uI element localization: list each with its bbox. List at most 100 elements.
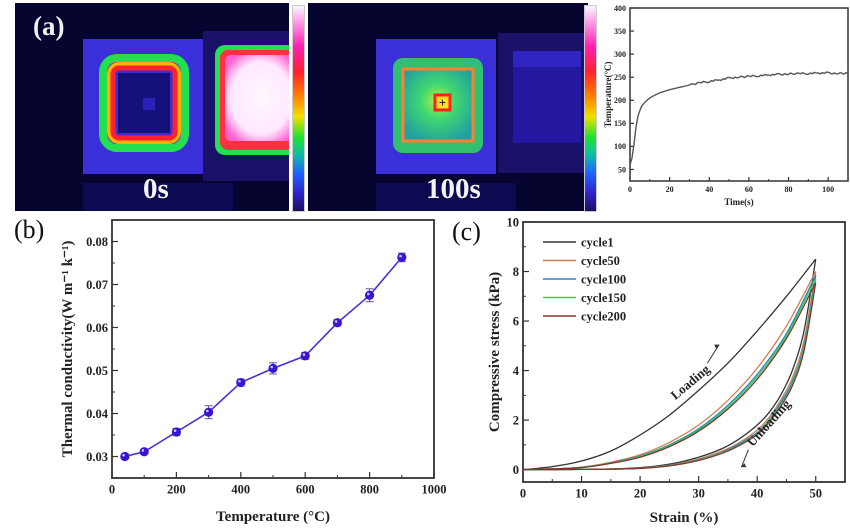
unloading-curve-cycle50 xyxy=(522,271,817,471)
y-tick-label: 0.04 xyxy=(86,407,109,421)
plot-frame xyxy=(629,7,849,182)
x-tick-label: 80 xyxy=(785,185,793,194)
data-point-highlight xyxy=(270,365,274,369)
hot-spot xyxy=(433,93,452,112)
data-point xyxy=(268,363,278,373)
y-axis-label: Compressive stress (kPa) xyxy=(487,272,503,432)
x-tick-label: 1000 xyxy=(422,483,447,497)
annotation-unloading: Unloading xyxy=(744,396,794,449)
thermal-conductivity-chart: 0 200 400 600 800 1000 0.03 0.04 0.05 0.06 0.07 0.0… xyxy=(60,219,447,525)
y-tick-label: 4 xyxy=(513,364,520,378)
x-tick-label: 40 xyxy=(751,487,764,501)
unloading-curve-cycle200 xyxy=(522,282,817,471)
y-tick-label: 0.05 xyxy=(86,364,108,378)
y-axis-label: Temperature(°C) xyxy=(603,61,613,127)
y-tick-label: 0.08 xyxy=(86,235,108,249)
y-tick-label: 300 xyxy=(614,50,626,59)
thermal-image-0s: (a) 0s xyxy=(15,3,307,211)
y-tick-label: 150 xyxy=(614,119,626,128)
data-point-highlight xyxy=(122,453,125,457)
data-point-highlight xyxy=(141,449,145,452)
x-axis-label: Strain (%) xyxy=(650,510,719,526)
loading-curve-cycle150 xyxy=(522,278,817,471)
loading-curve-cycle1 xyxy=(522,258,817,471)
temperature-time-chart: 0 20 40 60 80 100 50 100 150 200 250 300 350 400 Time(… xyxy=(603,4,849,207)
loading-arrow xyxy=(706,344,720,364)
data-point xyxy=(365,290,375,300)
x-tick-label: 0 xyxy=(628,185,632,194)
data-point-highlight xyxy=(302,353,306,356)
y-tick-label: 6 xyxy=(513,314,519,328)
x-tick-label: 40 xyxy=(705,185,713,194)
data-point-highlight xyxy=(367,292,370,296)
x-axis-label: Time(s) xyxy=(724,197,753,207)
y-tick-label: 350 xyxy=(614,27,626,36)
loading-curve-cycle200 xyxy=(522,282,817,471)
x-tick-label: 20 xyxy=(666,185,674,194)
plot-frame xyxy=(111,219,435,479)
data-point-highlight xyxy=(334,320,338,323)
temperature-line xyxy=(629,71,849,166)
loading-arrow-head xyxy=(714,344,720,349)
x-tick-label: 600 xyxy=(296,483,315,497)
panel-b-label: (b) xyxy=(14,215,45,244)
y-tick-label: 10 xyxy=(507,215,520,229)
plot-frame xyxy=(522,221,846,483)
x-tick-label: 60 xyxy=(745,185,753,194)
y-tick-label: 0.06 xyxy=(86,321,108,335)
loading-curve-cycle100 xyxy=(522,274,817,471)
y-tick-label: 400 xyxy=(614,4,626,13)
x-tick-label: 200 xyxy=(167,483,186,497)
legend-label-cycle150: cycle150 xyxy=(581,291,626,305)
x-tick-label: 100 xyxy=(822,185,834,194)
y-tick-label: 250 xyxy=(614,73,626,82)
data-point-highlight xyxy=(206,409,209,413)
legend-label-cycle1: cycle1 xyxy=(581,236,614,250)
y-tick-label: 0.03 xyxy=(86,450,108,464)
y-tick-label: 0 xyxy=(513,463,519,477)
x-tick-label: 20 xyxy=(634,487,647,501)
time-label-100s: 100s xyxy=(426,173,481,205)
x-tick-label: 30 xyxy=(692,487,705,501)
data-point xyxy=(236,377,246,388)
x-tick-label: 10 xyxy=(575,487,588,501)
y-tick-label: 2 xyxy=(513,413,519,427)
heater-hot-zone xyxy=(225,55,297,141)
unloading-curve-cycle1 xyxy=(522,258,817,471)
unloading-arrow-head xyxy=(741,463,747,468)
y-tick-label: 50 xyxy=(618,165,626,174)
data-point-highlight xyxy=(173,429,177,432)
x-axis-label: Temperature (°C) xyxy=(216,509,330,525)
heat-ring-outer xyxy=(99,54,189,152)
loading-curve-cycle50 xyxy=(522,271,817,471)
legend-label-cycle200: cycle200 xyxy=(581,310,626,324)
y-tick-label: 0.07 xyxy=(86,278,108,292)
colorbar-2 xyxy=(584,5,597,212)
y-tick-label: 200 xyxy=(614,96,626,105)
unloading-curve-cycle100 xyxy=(522,275,817,471)
data-point xyxy=(332,318,342,328)
x-tick-label: 0 xyxy=(520,487,526,501)
y-axis-label: Thermal conductivity(W m⁻¹ k⁻¹) xyxy=(60,241,76,458)
legend-label-cycle100: cycle100 xyxy=(581,273,626,287)
panel-c-label: (c) xyxy=(452,217,481,246)
panel-a-label: (a) xyxy=(33,11,65,41)
y-tick-label: 8 xyxy=(513,265,519,279)
x-tick-label: 800 xyxy=(360,483,379,497)
thermal-image-100s: + 100s xyxy=(308,3,588,211)
data-point-highlight xyxy=(399,254,402,258)
unloading-curve-cycle150 xyxy=(522,278,817,471)
data-point xyxy=(171,427,181,437)
x-tick-label: 50 xyxy=(809,487,822,501)
data-point xyxy=(120,451,130,462)
data-point xyxy=(300,351,310,361)
thermal-image-100s-graphic: + xyxy=(376,33,586,211)
legend-label-cycle50: cycle50 xyxy=(581,254,620,268)
x-tick-label: 0 xyxy=(109,483,115,497)
x-tick-label: 400 xyxy=(231,483,250,497)
crosshair-icon: + xyxy=(439,95,446,110)
unloading-arrow xyxy=(740,449,749,468)
data-point-highlight xyxy=(238,379,241,383)
annotation-loading: Loading xyxy=(668,361,713,403)
conductivity-line xyxy=(124,256,403,458)
